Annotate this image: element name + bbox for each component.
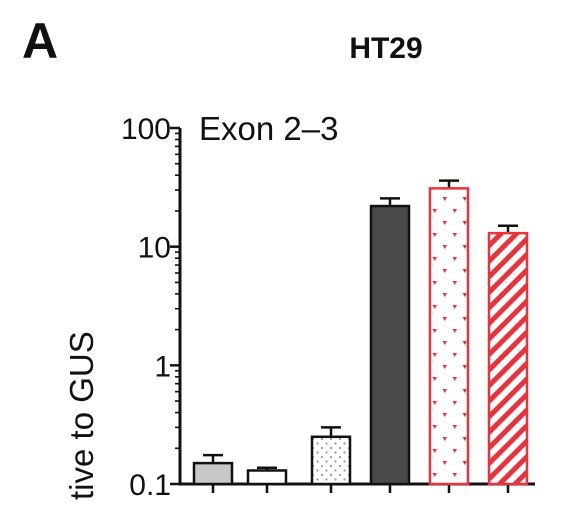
bar-2	[246, 466, 288, 486]
bar-4	[369, 197, 411, 486]
bar-rect	[192, 461, 234, 486]
bar-5	[428, 179, 470, 486]
bar-rect	[369, 204, 411, 486]
chart-subtitle: Exon 2–3	[199, 110, 338, 147]
y-tick-label: 0.1	[129, 469, 171, 502]
bar-3	[310, 426, 352, 486]
y-tick-label: 10	[138, 232, 171, 265]
bar-1	[192, 453, 234, 486]
chart-title: HT29	[349, 32, 422, 65]
bar-rect	[428, 187, 470, 486]
bars-group	[192, 179, 529, 486]
bar-rect	[310, 435, 352, 486]
panel-label: A	[22, 13, 58, 69]
y-axis-label: tive to GUS	[63, 331, 100, 500]
y-tick-label: 1	[154, 350, 171, 383]
bar-6	[487, 224, 529, 486]
axes	[170, 126, 535, 493]
y-tick-label: 100	[121, 113, 171, 146]
bar-rect	[246, 469, 288, 486]
bar-rect	[487, 231, 529, 486]
y-ticks: 0.1 1 10 100	[121, 113, 171, 502]
